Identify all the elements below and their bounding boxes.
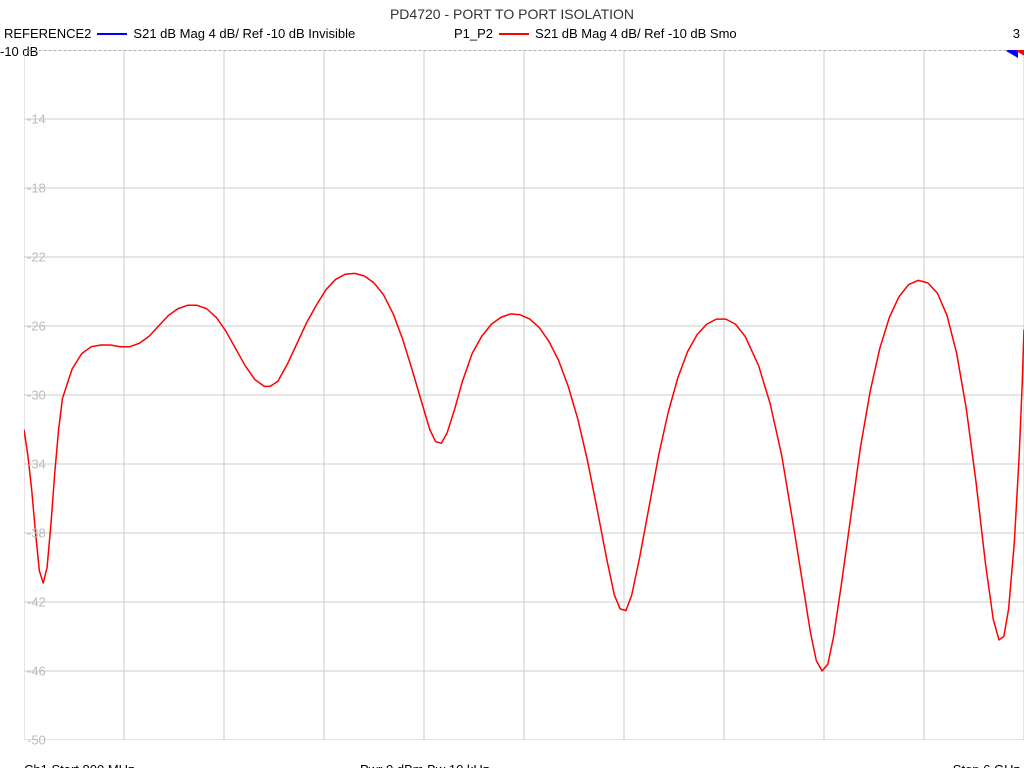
ytick-label: -26 — [27, 319, 46, 334]
ytick-label: -46 — [27, 664, 46, 679]
ytick-label: -50 — [27, 733, 46, 748]
marker-number: 3 — [1013, 26, 1020, 41]
legend: REFERENCE2 S21 dB Mag 4 dB/ Ref -10 dB I… — [0, 26, 1024, 44]
legend-trace2: P1_P2 S21 dB Mag 4 dB/ Ref -10 dB Smo — [454, 26, 737, 41]
legend-trace2-line — [499, 33, 529, 35]
ytick-label: -34 — [27, 457, 46, 472]
ytick-label: -42 — [27, 595, 46, 610]
footer-power-bw: Pwr 0 dBm Bw 10 kHz — [360, 762, 489, 768]
ytick-label: -38 — [27, 526, 46, 541]
plot-svg — [24, 50, 1024, 740]
legend-trace1: REFERENCE2 S21 dB Mag 4 dB/ Ref -10 dB I… — [4, 26, 355, 41]
legend-trace2-name: P1_P2 — [454, 26, 493, 41]
footer-stop: Stop 6 GHz — [953, 762, 1020, 768]
footer-start: Ch1 Start 800 MHz — [24, 762, 135, 768]
legend-trace1-desc: S21 dB Mag 4 dB/ Ref -10 dB Invisible — [133, 26, 355, 41]
chart-title: PD4720 - PORT TO PORT ISOLATION — [0, 6, 1024, 22]
plot-area — [24, 50, 1024, 740]
legend-trace1-name: REFERENCE2 — [4, 26, 91, 41]
legend-trace1-line — [97, 33, 127, 35]
ytick-label: -18 — [27, 181, 46, 196]
ytick-label: -22 — [27, 250, 46, 265]
ytick-label: -30 — [27, 388, 46, 403]
ytick-label: -14 — [27, 112, 46, 127]
legend-trace2-desc: S21 dB Mag 4 dB/ Ref -10 dB Smo — [535, 26, 737, 41]
